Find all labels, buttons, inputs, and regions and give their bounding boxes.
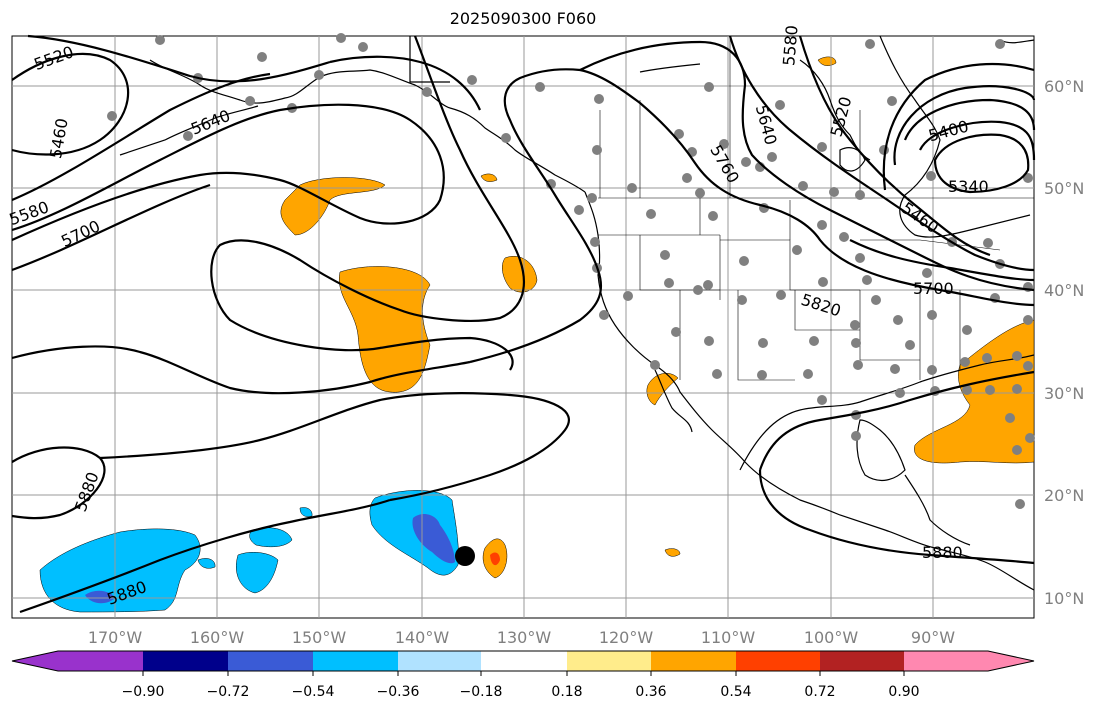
anomaly-pos-region — [646, 373, 679, 406]
lon-label: 150°W — [292, 628, 347, 647]
lon-label: 170°W — [88, 628, 143, 647]
storm-position-marker — [455, 546, 475, 566]
colorbar-max-extend — [988, 651, 1034, 671]
anomaly-pos-region — [502, 256, 538, 293]
lon-label: 110°W — [701, 628, 756, 647]
colorbar-segment — [313, 651, 398, 671]
anomaly-mod-neg — [85, 590, 115, 604]
colorbar-tick-label: 0.18 — [551, 684, 582, 700]
colorbar-tick-label: −0.90 — [122, 684, 165, 700]
anomaly-pos-region — [480, 173, 498, 182]
lat-label: 50°N — [1044, 179, 1084, 198]
anomaly-pos-region — [664, 548, 681, 557]
colorbar-tick-label: −0.54 — [292, 684, 335, 700]
colorbar-segment — [143, 651, 228, 671]
colorbar-segment — [904, 651, 988, 671]
anomaly-strong-pos — [490, 552, 500, 566]
lon-label: 120°W — [599, 628, 654, 647]
colorbar-min-extend — [12, 651, 58, 671]
colorbar-segment — [228, 651, 313, 671]
lon-label: 140°W — [395, 628, 450, 647]
height-contours — [11, 34, 1036, 614]
colorbar-tick-label: 0.72 — [804, 684, 835, 700]
longitude-labels: 170°W 160°W 150°W 140°W 130°W 120°W 110°… — [88, 628, 955, 647]
map-title: 2025090300 F060 — [449, 9, 597, 28]
colorbar-segment — [398, 651, 481, 671]
lat-label: 10°N — [1044, 589, 1084, 608]
anomaly-pos-region — [914, 319, 1035, 464]
colorbar-outline — [11, 650, 1035, 672]
colorbar-segment — [567, 651, 651, 671]
contour-label: 5700 — [913, 279, 954, 298]
anomaly-neg-region — [236, 552, 279, 594]
colorbar-tick-label: 0.36 — [635, 684, 666, 700]
lon-label: 90°W — [911, 628, 955, 647]
lat-label: 20°N — [1044, 486, 1084, 505]
colorbar-tick-label: 0.54 — [720, 684, 751, 700]
colorbar: −0.90 −0.72 −0.54 −0.36 −0.18 0.18 0.36 … — [11, 650, 1035, 700]
colorbar-segment — [820, 651, 904, 671]
anomaly-neg-region — [249, 527, 293, 548]
colorbar-tick-label: −0.18 — [460, 684, 503, 700]
colorbar-segment — [58, 651, 143, 671]
anomaly-neg-region — [197, 558, 216, 569]
station-markers — [107, 33, 1035, 509]
lon-label: 100°W — [804, 628, 859, 647]
colorbar-segment — [481, 651, 567, 671]
lon-label: 130°W — [497, 628, 552, 647]
contour-label: 5580 — [779, 24, 801, 66]
colorbar-segment — [736, 651, 820, 671]
anomaly-mod-neg — [412, 514, 455, 564]
anomaly-neg-region — [299, 507, 313, 517]
contour-label: 5340 — [948, 177, 989, 196]
lat-label: 60°N — [1044, 77, 1084, 96]
colorbar-tick-label: −0.72 — [207, 684, 250, 700]
colorbar-tick-label: 0.90 — [888, 684, 919, 700]
colorbar-tick-label: −0.36 — [377, 684, 420, 700]
lat-label: 30°N — [1044, 384, 1084, 403]
graticule — [12, 36, 1034, 618]
latitude-labels: 60°N 50°N 40°N 30°N 20°N 10°N — [1044, 77, 1084, 608]
lon-label: 160°W — [190, 628, 245, 647]
colorbar-segment — [651, 651, 736, 671]
lat-label: 40°N — [1044, 281, 1084, 300]
contour-label: 5880 — [922, 543, 963, 562]
